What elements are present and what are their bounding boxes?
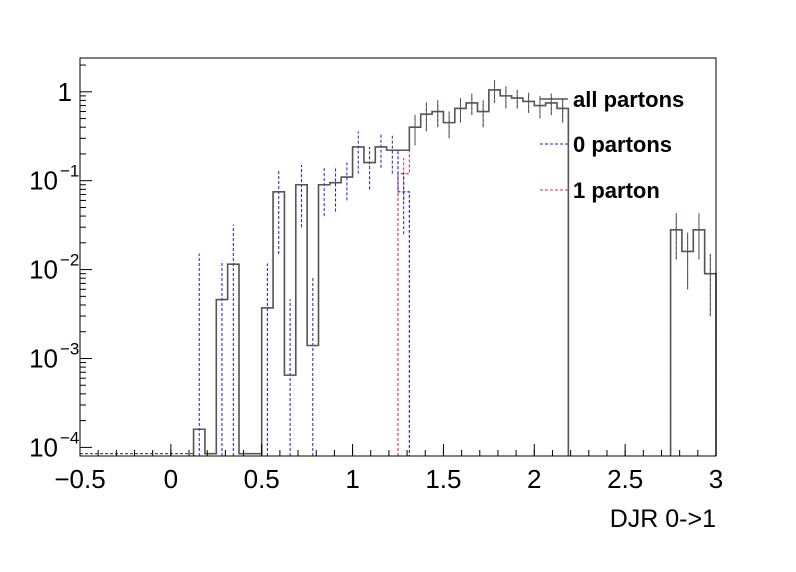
x-tick-label: 0.5 bbox=[244, 464, 280, 494]
plot-frame bbox=[79, 57, 717, 457]
x-axis-title: DJR 0->1 bbox=[610, 505, 716, 533]
y-tick-label: 10 bbox=[29, 255, 58, 285]
legend-entry-0: all partons bbox=[540, 87, 684, 112]
y-tick-exponent: −2 bbox=[60, 251, 79, 270]
axis-layer: −0.5 0 0.5 1 1.5 2 2.5 310 −410 −310 −210 −11 bbox=[29, 64, 723, 494]
y-tick-exponent: −4 bbox=[60, 428, 79, 447]
x-tick-label: 0 bbox=[164, 464, 178, 494]
series-layer bbox=[80, 80, 717, 456]
x-tick-label: 1.5 bbox=[425, 464, 461, 494]
y-tick-label: 1 bbox=[58, 77, 72, 107]
legend-label: 0 partons bbox=[573, 132, 672, 157]
legend: all partons 0 partons 1 parton bbox=[540, 87, 684, 203]
legend-entry-1: 0 partons bbox=[540, 132, 672, 157]
x-tick-label: 2 bbox=[527, 464, 541, 494]
x-tick-label: −0.5 bbox=[54, 464, 105, 494]
x-tick-label: 1 bbox=[345, 464, 359, 494]
y-tick-exponent: −3 bbox=[60, 339, 79, 358]
legend-label: 1 parton bbox=[573, 178, 660, 203]
legend-entry-2: 1 parton bbox=[540, 178, 660, 203]
y-tick-label: 10 bbox=[29, 166, 58, 196]
y-tick-exponent: −1 bbox=[60, 162, 79, 181]
series-0 bbox=[192, 80, 717, 456]
y-tick-label: 10 bbox=[29, 343, 58, 373]
legend-label: all partons bbox=[573, 87, 684, 112]
x-tick-label: 2.5 bbox=[607, 464, 643, 494]
x-tick-label: 3 bbox=[709, 464, 723, 494]
y-tick-label: 10 bbox=[29, 432, 58, 462]
